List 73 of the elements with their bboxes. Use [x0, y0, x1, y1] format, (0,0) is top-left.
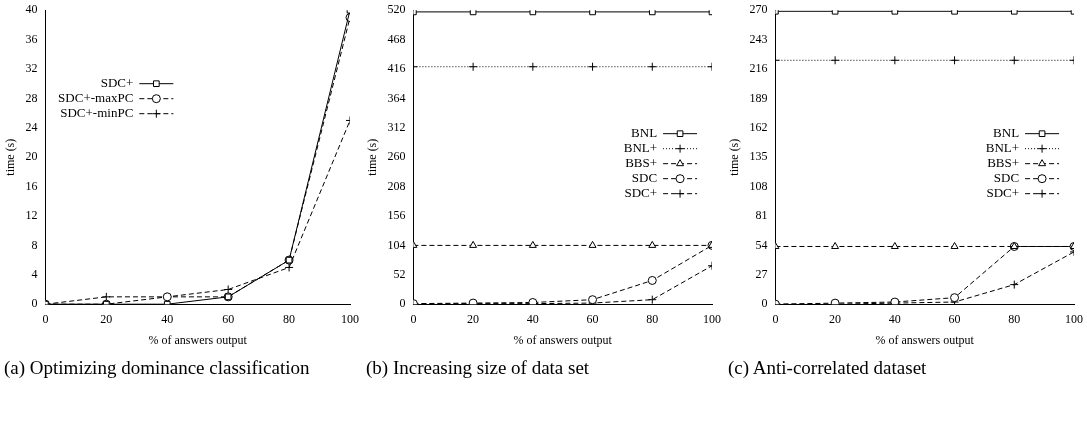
x-tick-label: 0	[42, 311, 49, 326]
text: (c) Anti-correlated dataset	[727, 356, 928, 379]
x-tick-label: 0	[410, 311, 417, 326]
x-tick-label: 80	[1008, 311, 1021, 326]
x-axis-title: % of answers output	[875, 332, 975, 347]
y-tick-label: 189	[749, 90, 768, 105]
legend-label: SDC+	[986, 185, 1020, 201]
x-tick-label: 40	[526, 311, 539, 326]
legend-label: BBS+	[987, 155, 1020, 171]
legend-label: BNL+	[623, 140, 658, 156]
legend-label: SDC+-maxPC	[58, 90, 134, 106]
y-axis-title: time (s)	[365, 138, 380, 176]
y-tick-label: 156	[387, 208, 406, 223]
x-tick-label: 80	[283, 311, 296, 326]
y-tick-label: 260	[387, 149, 406, 164]
legend-label: SDC+	[100, 75, 134, 91]
legend-label: SDC	[631, 170, 658, 186]
y-tick-label: 416	[387, 61, 406, 76]
x-tick-label: 100	[703, 311, 721, 326]
x-tick-label: 40	[161, 311, 174, 326]
y-tick-label: 208	[387, 178, 406, 193]
legend-label: SDC+-minPC	[60, 105, 134, 121]
y-axis-title: time (s)	[727, 138, 742, 176]
y-tick-label: 312	[387, 119, 406, 134]
legend-label: SDC	[993, 170, 1020, 186]
x-tick-label: 40	[888, 311, 901, 326]
y-tick-label: 27	[755, 266, 768, 281]
x-axis-title: % of answers output	[513, 332, 613, 347]
y-tick-label: 216	[749, 61, 768, 76]
y-tick-label: 108	[749, 178, 768, 193]
y-tick-label: 243	[749, 31, 768, 46]
y-tick-label: 32	[25, 61, 38, 76]
x-tick-label: 20	[829, 311, 842, 326]
x-tick-label: 80	[646, 311, 659, 326]
y-tick-label: 0	[31, 296, 38, 311]
x-tick-label: 20	[467, 311, 480, 326]
y-tick-label: 520	[387, 2, 406, 17]
y-tick-label: 28	[25, 90, 38, 105]
y-tick-label: 0	[761, 296, 768, 311]
y-tick-label: 20	[25, 149, 38, 164]
y-tick-label: 81	[755, 208, 768, 223]
legend-label: BNL	[631, 125, 658, 141]
x-tick-label: 60	[586, 311, 599, 326]
text: (b) Increasing size of data set	[365, 356, 591, 379]
y-tick-label: 364	[387, 90, 406, 105]
y-tick-label: 4	[31, 266, 38, 281]
y-tick-label: 135	[749, 149, 768, 164]
legend-label: BNL	[993, 125, 1020, 141]
x-tick-label: 60	[222, 311, 235, 326]
legend-label: SDC+	[624, 185, 658, 201]
y-tick-label: 52	[393, 266, 406, 281]
x-tick-label: 60	[948, 311, 961, 326]
legend-label: BNL+	[985, 140, 1020, 156]
y-tick-label: 54	[755, 237, 768, 252]
x-tick-label: 0	[772, 311, 779, 326]
x-tick-label: 20	[100, 311, 113, 326]
y-tick-label: 8	[31, 237, 38, 252]
y-tick-label: 0	[399, 296, 406, 311]
y-tick-label: 24	[25, 119, 38, 134]
y-tick-label: 12	[25, 208, 38, 223]
y-tick-label: 40	[25, 2, 38, 17]
y-axis-title: time (s)	[3, 138, 18, 176]
legend-label: BBS+	[625, 155, 658, 171]
y-tick-label: 16	[25, 178, 38, 193]
x-tick-label: 100	[1065, 311, 1083, 326]
x-axis-title: % of answers output	[148, 332, 248, 347]
y-tick-label: 104	[387, 237, 406, 252]
y-tick-label: 468	[387, 31, 406, 46]
y-tick-label: 162	[749, 119, 768, 134]
x-tick-label: 100	[341, 311, 359, 326]
y-tick-label: 36	[25, 31, 38, 46]
y-tick-label: 270	[749, 2, 768, 17]
text: (a) Optimizing dominance classification	[3, 356, 311, 379]
